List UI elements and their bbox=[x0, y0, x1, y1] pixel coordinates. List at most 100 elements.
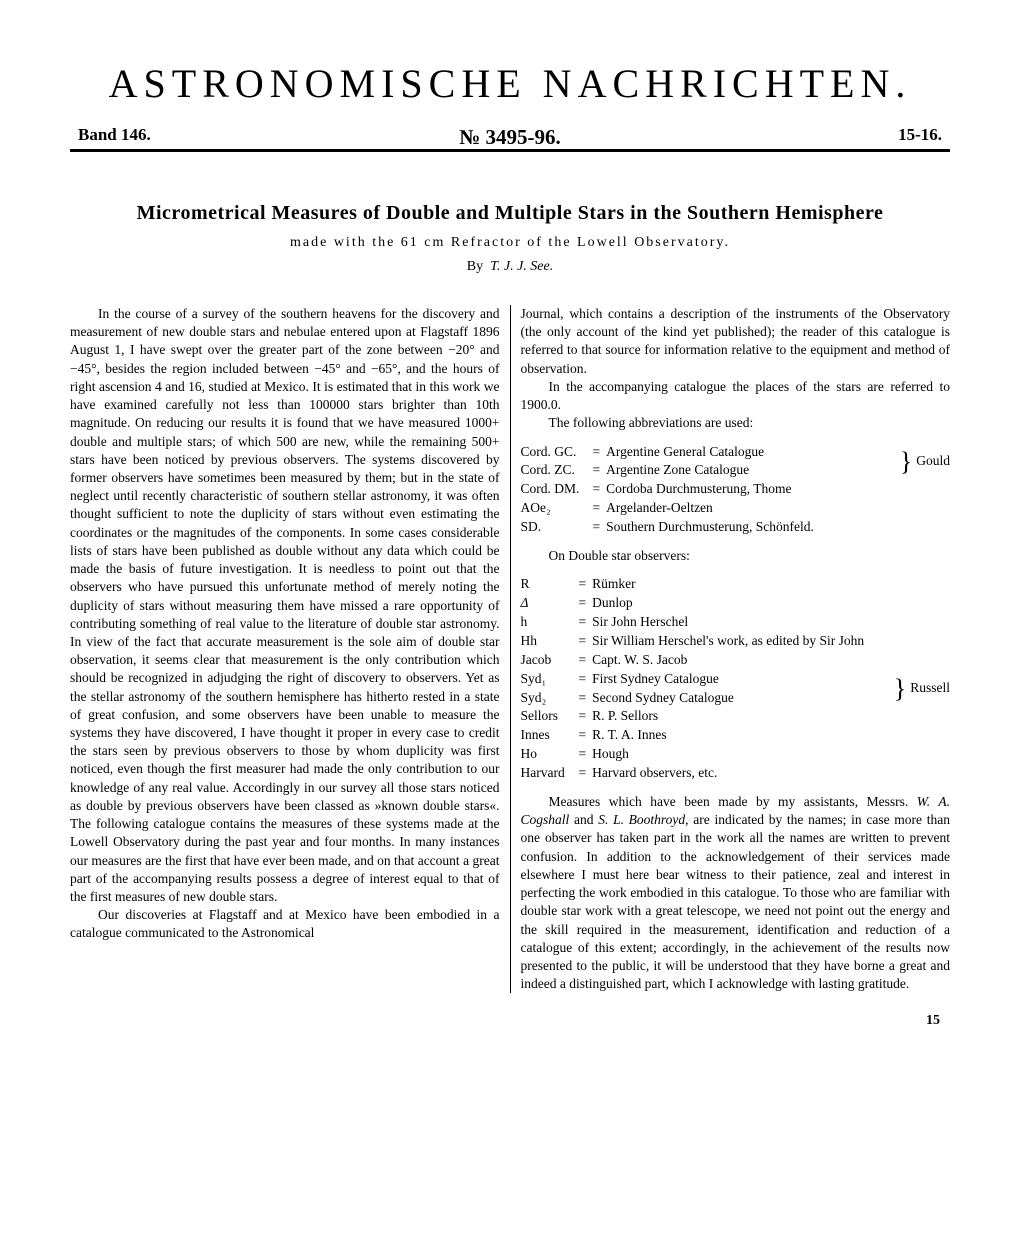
footer-page-number: 15 bbox=[70, 1013, 950, 1029]
brace-icon: } bbox=[900, 450, 912, 473]
abbrev-key: R bbox=[521, 575, 579, 594]
abbrev-key: Innes bbox=[521, 726, 579, 745]
abbrev-row: Cord. GC. = Argentine General Catalogue bbox=[521, 443, 902, 462]
equals-sign: = bbox=[579, 651, 587, 670]
abbrev-key: Harvard bbox=[521, 764, 579, 783]
equals-sign: = bbox=[579, 594, 587, 613]
page-number-top: 15-16. bbox=[898, 125, 942, 145]
observer-abbrevs: R = Rümker Δ = Dunlop h = Sir John Hersc… bbox=[521, 575, 951, 783]
abbrev-val: Argelander-Oeltzen bbox=[606, 499, 950, 518]
equals-sign: = bbox=[579, 745, 587, 764]
left-p1: In the course of a survey of the souther… bbox=[70, 305, 500, 906]
equals-sign: = bbox=[593, 499, 601, 518]
abbrev-row: Jacob = Capt. W. S. Jacob bbox=[521, 651, 951, 670]
band-label: Band 146. bbox=[78, 125, 151, 145]
right-p3: The following abbreviations are used: bbox=[521, 414, 951, 432]
abbrev-val: Argentine General Catalogue bbox=[606, 443, 902, 462]
abbrev-val: Hough bbox=[592, 745, 950, 764]
article-title: Micrometrical Measures of Double and Mul… bbox=[70, 202, 950, 225]
article-header: Micrometrical Measures of Double and Mul… bbox=[70, 202, 950, 275]
p4-mid: and bbox=[569, 812, 598, 827]
abbrev-row: Δ = Dunlop bbox=[521, 594, 951, 613]
abbrev-val: Sir William Herschel's work, as edited b… bbox=[592, 632, 950, 651]
article-subtitle: made with the 61 cm Refractor of the Low… bbox=[70, 235, 950, 251]
abbrev-row: h = Sir John Herschel bbox=[521, 613, 951, 632]
russell-group: Syd₁ = First Sydney Catalogue Syd₂ = Sec… bbox=[521, 670, 951, 708]
abbrev-key: AOe₂ bbox=[521, 499, 593, 518]
equals-sign: = bbox=[579, 613, 587, 632]
abbrev-val: Capt. W. S. Jacob bbox=[592, 651, 950, 670]
equals-sign: = bbox=[579, 764, 587, 783]
gould-group: Cord. GC. = Argentine General Catalogue … bbox=[521, 443, 951, 481]
assistant-name-2-italic: S. L. Boothroyd, bbox=[598, 812, 688, 827]
right-column: Journal, which contains a description of… bbox=[511, 305, 951, 993]
abbrev-val: Cordoba Durchmusterung, Thome bbox=[606, 480, 950, 499]
abbrev-key: Sellors bbox=[521, 707, 579, 726]
abbrev-row: Ho = Hough bbox=[521, 745, 951, 764]
equals-sign: = bbox=[579, 689, 587, 708]
abbrev-key: h bbox=[521, 613, 579, 632]
masthead: ASTRONOMISCHE NACHRICHTEN. Band 146. № 3… bbox=[70, 60, 950, 152]
abbrev-key: Syd₂ bbox=[521, 689, 579, 708]
equals-sign: = bbox=[579, 707, 587, 726]
article-author: By T. J. J. See. bbox=[70, 259, 950, 275]
abbrev-row: Syd₁ = First Sydney Catalogue bbox=[521, 670, 896, 689]
abbrev-row: Cord. ZC. = Argentine Zone Catalogue bbox=[521, 461, 902, 480]
abbrev-row: Sellors = R. P. Sellors bbox=[521, 707, 951, 726]
abbrev-val: Rümker bbox=[592, 575, 950, 594]
abbrev-row: AOe₂ = Argelander-Oeltzen bbox=[521, 499, 951, 518]
brace-icon: } bbox=[894, 677, 906, 700]
abbrev-val: Second Sydney Catalogue bbox=[592, 689, 896, 708]
abbrev-key: SD. bbox=[521, 518, 593, 537]
abbrev-key: Jacob bbox=[521, 651, 579, 670]
p4-prefix: Measures which have been made by my assi… bbox=[549, 794, 917, 809]
abbrev-row: Hh = Sir William Herschel's work, as edi… bbox=[521, 632, 951, 651]
abbrev-val: Southern Durchmusterung, Schönfeld. bbox=[606, 518, 950, 537]
left-p2: Our discoveries at Flagstaff and at Mexi… bbox=[70, 906, 500, 942]
abbrev-key: Δ bbox=[521, 594, 579, 613]
abbrev-val: First Sydney Catalogue bbox=[592, 670, 896, 689]
equals-sign: = bbox=[593, 480, 601, 499]
equals-sign: = bbox=[579, 726, 587, 745]
issue-number: № 3495-96. bbox=[459, 125, 561, 150]
abbrev-key: Syd₁ bbox=[521, 670, 579, 689]
abbrev-val: Sir John Herschel bbox=[592, 613, 950, 632]
abbrev-val: Argentine Zone Catalogue bbox=[606, 461, 902, 480]
equals-sign: = bbox=[593, 461, 601, 480]
abbrev-val: Dunlop bbox=[592, 594, 950, 613]
brace-label: Gould bbox=[914, 452, 950, 470]
abbrev-key: Hh bbox=[521, 632, 579, 651]
abbrev-key: Cord. GC. bbox=[521, 443, 593, 462]
abbrev-val: Harvard observers, etc. bbox=[592, 764, 950, 783]
catalogue-abbrevs: Cord. GC. = Argentine General Catalogue … bbox=[521, 443, 951, 537]
equals-sign: = bbox=[579, 632, 587, 651]
right-p4: Measures which have been made by my assi… bbox=[521, 793, 951, 993]
issue-prefix: № bbox=[459, 125, 480, 149]
equals-sign: = bbox=[579, 670, 587, 689]
abbrev-row: Innes = R. T. A. Innes bbox=[521, 726, 951, 745]
abbrev-key: Ho bbox=[521, 745, 579, 764]
brace-label: Russell bbox=[908, 679, 950, 697]
abbrev-row: R = Rümker bbox=[521, 575, 951, 594]
journal-title: ASTRONOMISCHE NACHRICHTEN. bbox=[70, 60, 950, 107]
p4-suffix: are indicated by the names; in case more… bbox=[521, 812, 951, 991]
abbrev-val: R. P. Sellors bbox=[592, 707, 950, 726]
by-label: By bbox=[467, 259, 483, 274]
equals-sign: = bbox=[579, 575, 587, 594]
abbrev-row: Harvard = Harvard observers, etc. bbox=[521, 764, 951, 783]
equals-sign: = bbox=[593, 518, 601, 537]
abbrev-row: Cord. DM. = Cordoba Durchmusterung, Thom… bbox=[521, 480, 951, 499]
right-p1: Journal, which contains a description of… bbox=[521, 305, 951, 378]
equals-sign: = bbox=[593, 443, 601, 462]
left-column: In the course of a survey of the souther… bbox=[70, 305, 511, 993]
issue-num-value: 3495-96. bbox=[486, 125, 561, 149]
author-name: T. J. J. See. bbox=[490, 259, 553, 274]
abbrev-key: Cord. DM. bbox=[521, 480, 593, 499]
text-columns: In the course of a survey of the souther… bbox=[70, 305, 950, 993]
abbrev-row: Syd₂ = Second Sydney Catalogue bbox=[521, 689, 896, 708]
right-p2: In the accompanying catalogue the places… bbox=[521, 378, 951, 414]
abbrev-val: R. T. A. Innes bbox=[592, 726, 950, 745]
abbrev-key: Cord. ZC. bbox=[521, 461, 593, 480]
issue-row: Band 146. № 3495-96. 15-16. bbox=[70, 125, 950, 152]
abbrev-row: SD. = Southern Durchmusterung, Schönfeld… bbox=[521, 518, 951, 537]
